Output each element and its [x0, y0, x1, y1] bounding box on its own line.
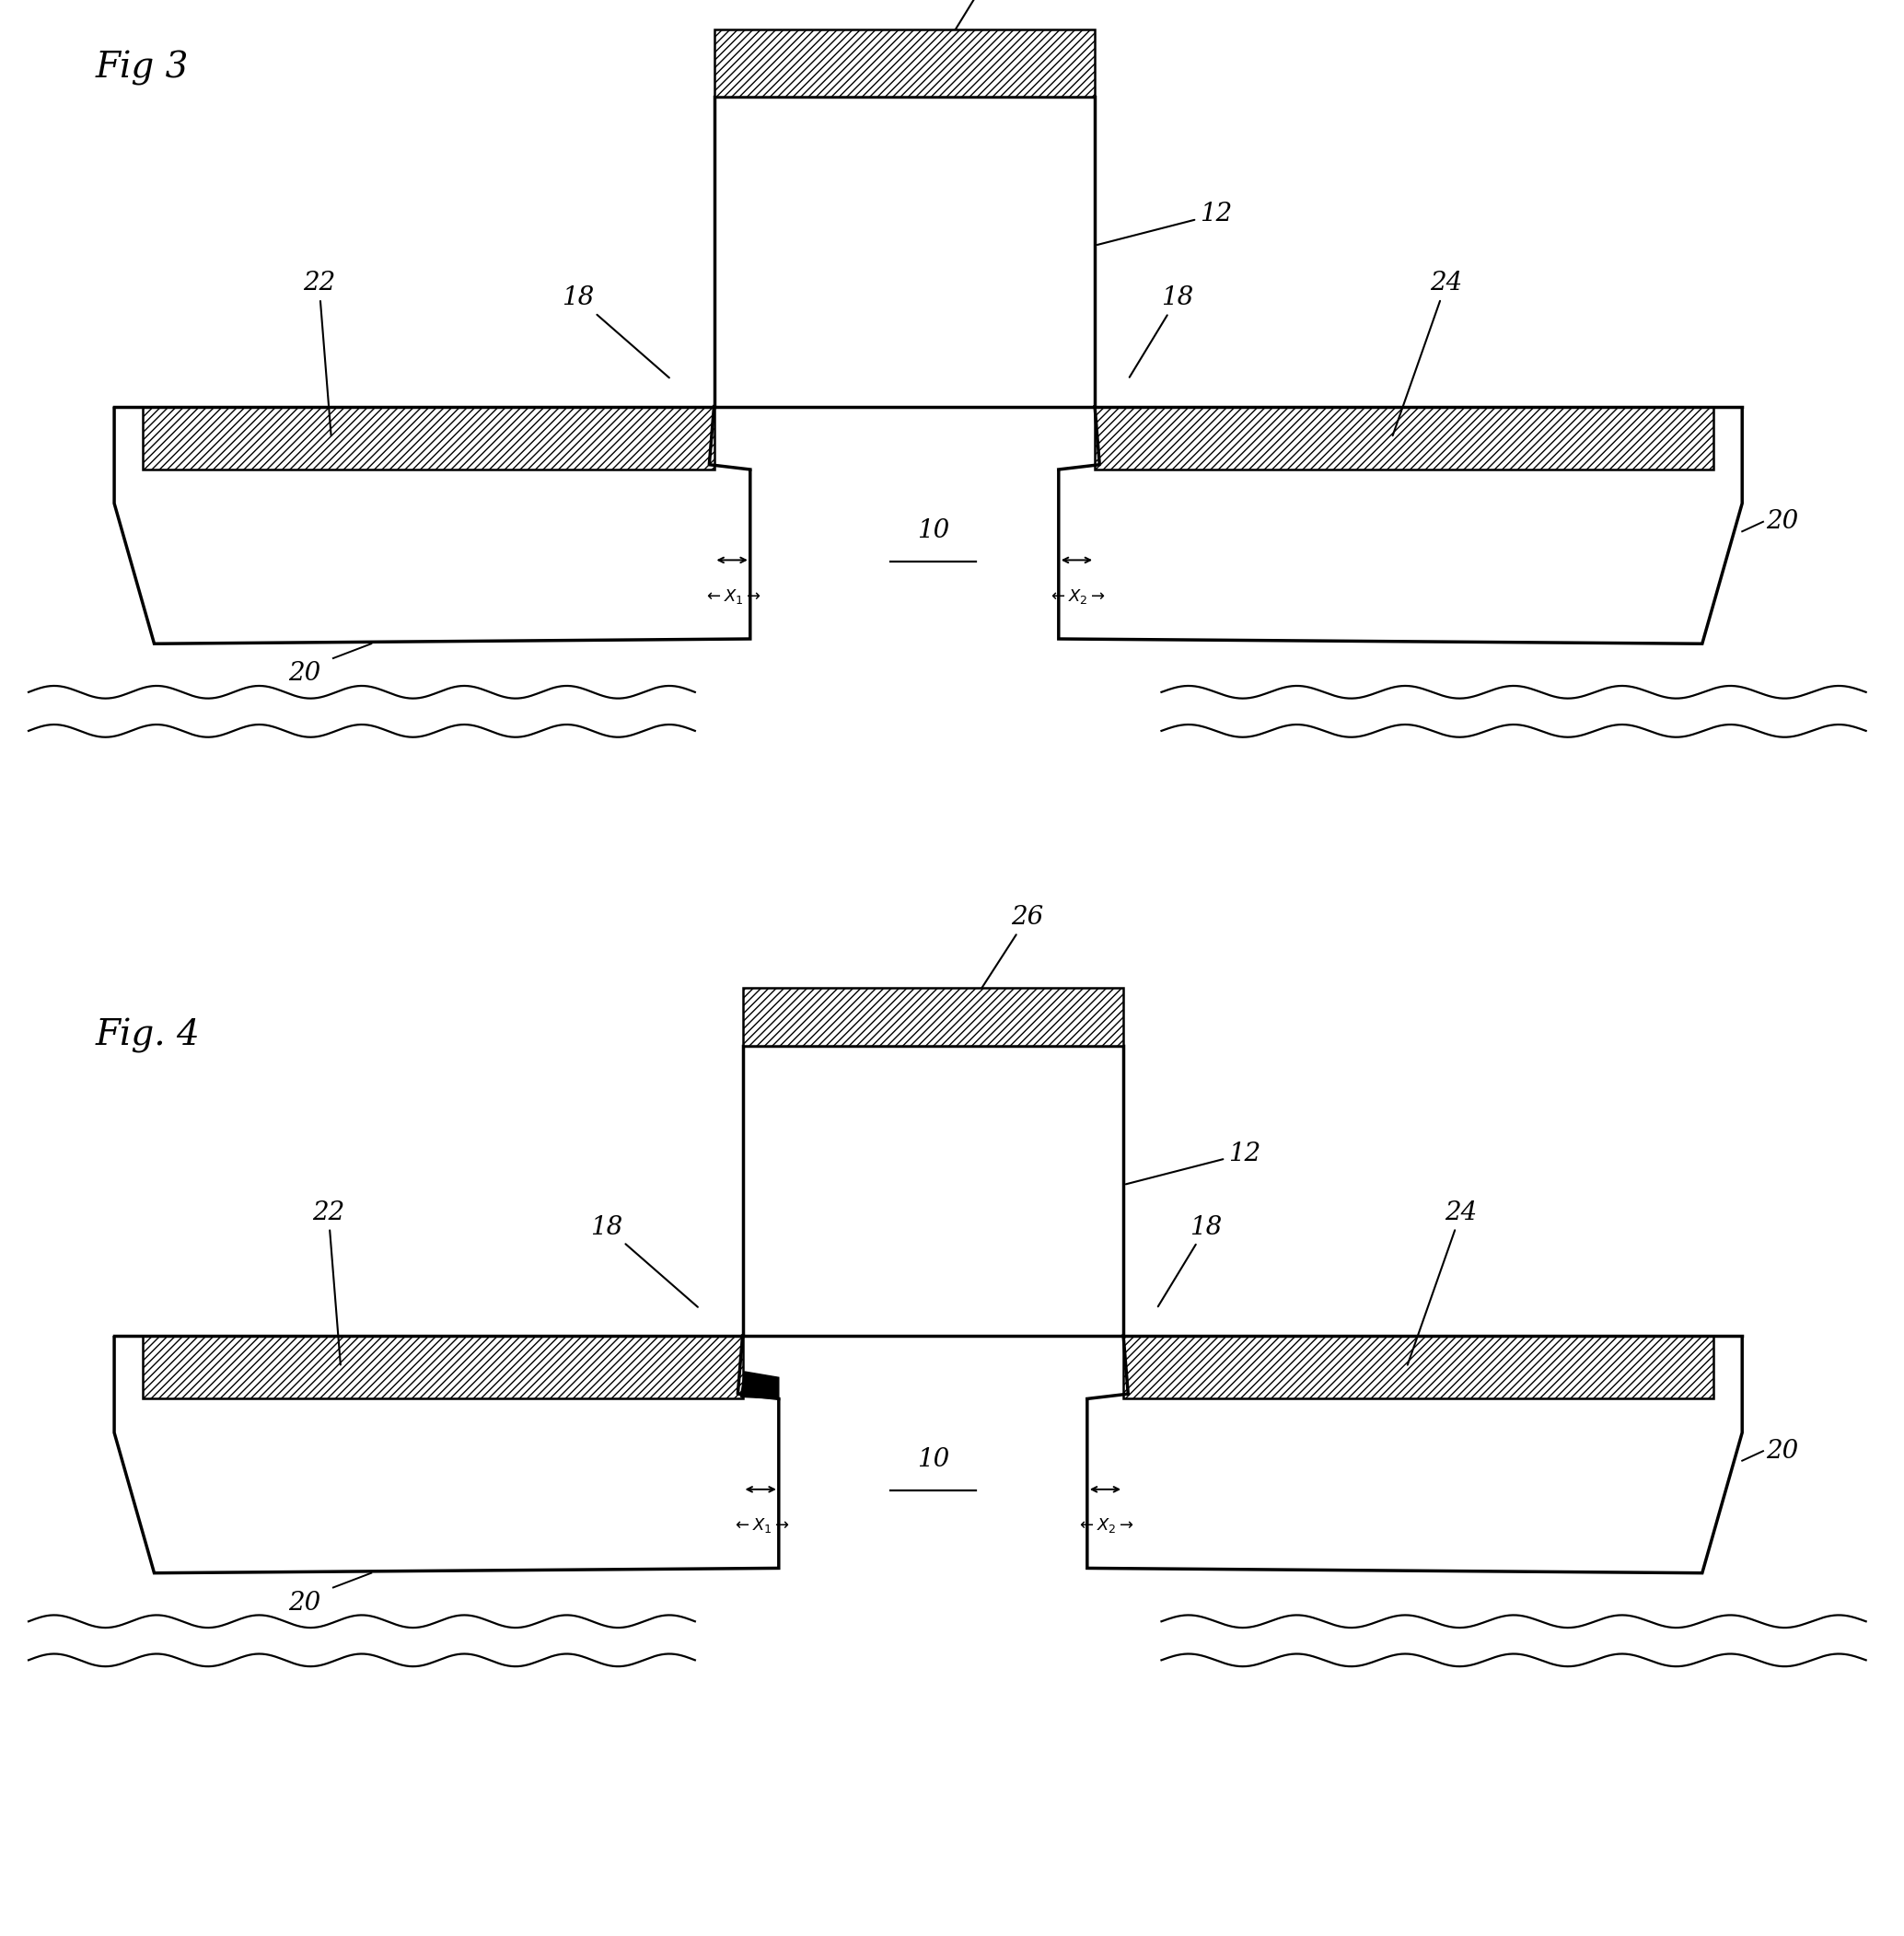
Text: $\leftarrow$$X_2$$\rightarrow$: $\leftarrow$$X_2$$\rightarrow$	[1076, 1516, 1135, 1535]
Bar	[143, 407, 714, 469]
Text: $\leftarrow$$X_1$$\rightarrow$: $\leftarrow$$X_1$$\rightarrow$	[731, 1516, 790, 1535]
Text: 18: 18	[1129, 287, 1194, 378]
Text: 22: 22	[312, 1200, 345, 1365]
Bar	[143, 1336, 743, 1398]
Text: 12: 12	[1097, 201, 1232, 244]
Text: 12: 12	[1125, 1142, 1260, 1185]
Text: 24: 24	[1392, 271, 1462, 436]
Text: 10: 10	[916, 519, 950, 542]
Bar	[743, 1045, 1123, 1336]
Text: 22: 22	[303, 271, 335, 436]
Text: 20: 20	[288, 662, 322, 685]
Text: 18: 18	[562, 287, 668, 378]
Bar	[714, 97, 1095, 407]
Bar	[1095, 407, 1714, 469]
Text: 24: 24	[1407, 1200, 1478, 1365]
Text: 26: 26	[965, 906, 1043, 1014]
Text: Fig 3: Fig 3	[95, 50, 188, 85]
Text: 20: 20	[288, 1591, 322, 1615]
Text: 10: 10	[916, 1448, 950, 1471]
Text: 18: 18	[590, 1216, 697, 1307]
Bar	[743, 987, 1123, 1045]
Bar	[1123, 1336, 1714, 1398]
Text: Fig. 4: Fig. 4	[95, 1018, 200, 1053]
Text: $\leftarrow$$X_1$$\rightarrow$: $\leftarrow$$X_1$$\rightarrow$	[703, 587, 762, 606]
Text: 20: 20	[1767, 509, 1799, 534]
Text: $\leftarrow$$X_2$$\rightarrow$: $\leftarrow$$X_2$$\rightarrow$	[1047, 587, 1106, 606]
Text: 26: 26	[937, 0, 1015, 60]
Text: 18: 18	[1158, 1216, 1222, 1307]
Text: 20: 20	[1767, 1438, 1799, 1464]
Polygon shape	[741, 1371, 779, 1398]
Bar	[714, 29, 1095, 97]
